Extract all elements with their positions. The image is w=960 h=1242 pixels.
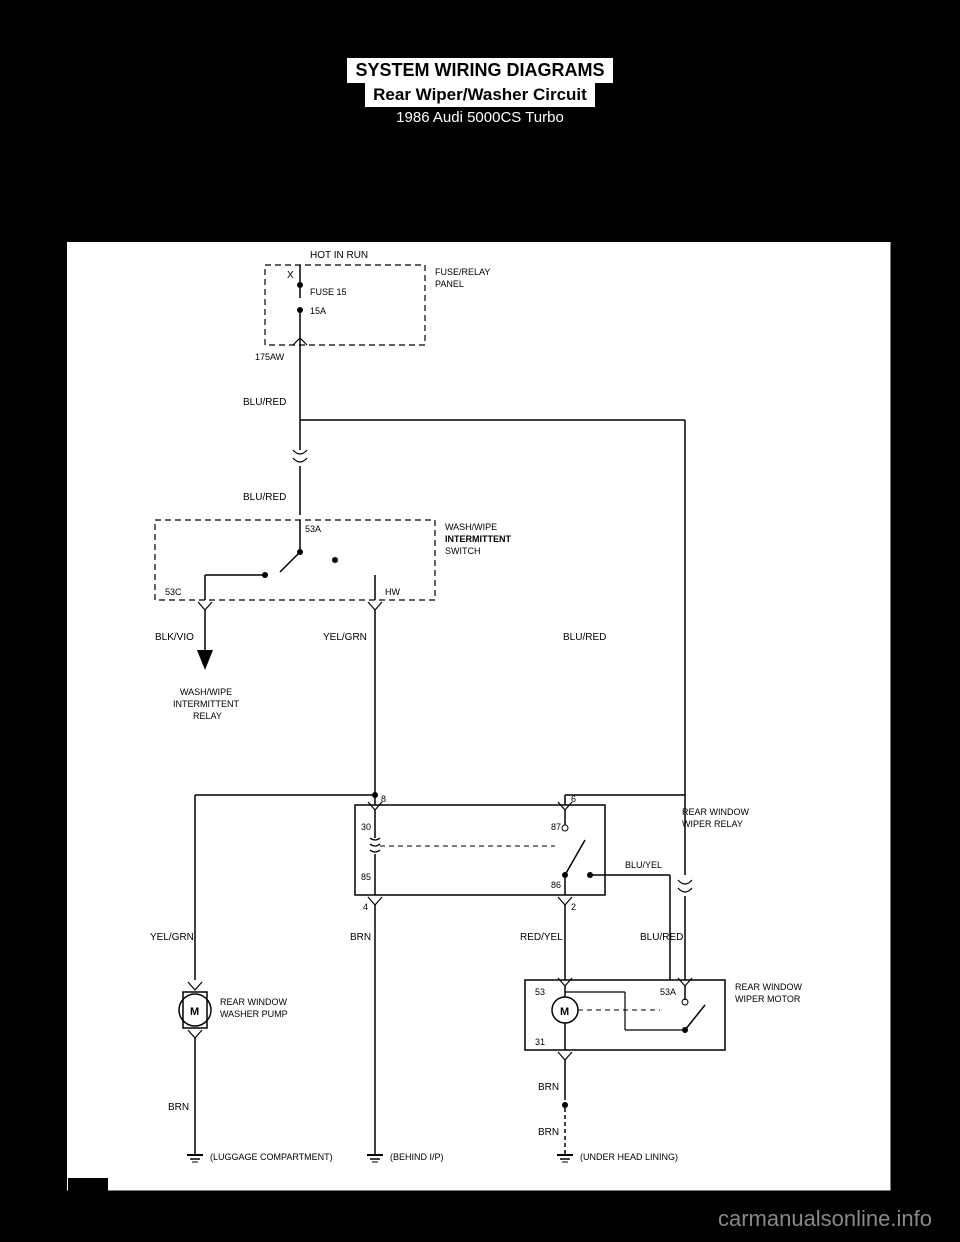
blu-red-1: BLU/RED	[243, 397, 286, 408]
p2: 2	[571, 902, 576, 912]
brn-2: BRN	[168, 1102, 189, 1113]
motor-m: M	[560, 1006, 569, 1018]
blk-vio: BLK/VIO	[155, 632, 194, 643]
intermittent-sw: INTERMITTENT	[445, 534, 511, 544]
t53a-m: 53A	[660, 987, 676, 997]
t31: 31	[535, 1037, 545, 1047]
fig-num: 76170	[73, 1181, 98, 1191]
ww-relay-3: RELAY	[193, 711, 222, 721]
p87: 87	[551, 822, 561, 832]
p8: 8	[381, 794, 386, 804]
switch-label: SWITCH	[445, 546, 481, 556]
fuse15-label: FUSE 15	[310, 287, 347, 297]
p86: 86	[551, 880, 561, 890]
brn-3: BRN	[538, 1082, 559, 1093]
behind-ip-label: (BEHIND I/P)	[390, 1152, 444, 1162]
wash-wipe-sw: WASH/WIPE	[445, 522, 497, 532]
hw: HW	[385, 587, 400, 597]
blu-red-2: BLU/RED	[243, 492, 286, 503]
title-line-1: SYSTEM WIRING DIAGRAMS	[347, 58, 612, 83]
washer-m: M	[190, 1006, 199, 1018]
ww-relay-1: WASH/WIPE	[180, 687, 232, 697]
blu-red-4: BLU/RED	[640, 932, 683, 943]
red-yel: RED/YEL	[520, 932, 563, 943]
hot-in-run-label: HOT IN RUN	[310, 250, 368, 261]
p4: 4	[363, 902, 368, 912]
luggage-label: (LUGGAGE COMPARTMENT)	[210, 1152, 333, 1162]
c175aw-label: 175AW	[255, 352, 285, 362]
rw-motor-2: WIPER MOTOR	[735, 994, 801, 1004]
p85: 85	[361, 872, 371, 882]
blu-yel: BLU/YEL	[625, 860, 662, 870]
fuse-relay-label: FUSE/RELAY	[435, 267, 490, 277]
wiring-diagram: HOT IN RUN FUSE/RELAY PANEL X FUSE 15 15…	[65, 240, 895, 1195]
t53c: 53C	[165, 587, 182, 597]
blu-red-3: BLU/RED	[563, 632, 606, 643]
subtitle: 1986 Audi 5000CS Turbo	[0, 109, 960, 126]
header: SYSTEM WIRING DIAGRAMS Rear Wiper/Washer…	[0, 0, 960, 202]
t53: 53	[535, 987, 545, 997]
ww-relay-2: INTERMITTENT	[173, 699, 239, 709]
panel-label: PANEL	[435, 279, 464, 289]
under-head-label: (UNDER HEAD LINING)	[580, 1152, 678, 1162]
p6: 6	[571, 794, 576, 804]
title-line-2: Rear Wiper/Washer Circuit	[365, 83, 595, 107]
rw-washer-1: REAR WINDOW	[220, 997, 288, 1007]
t53a-sw: 53A	[305, 524, 321, 534]
rw-washer-2: WASHER PUMP	[220, 1009, 288, 1019]
header-black-box	[160, 132, 800, 202]
rw-motor-1: REAR WINDOW	[735, 982, 803, 992]
x-label: X	[287, 270, 294, 281]
brn-1: BRN	[350, 932, 371, 943]
rw-relay-1: REAR WINDOW	[682, 807, 750, 817]
yel-grn-2: YEL/GRN	[150, 932, 194, 943]
watermark: carmanualsonline.info	[718, 1206, 932, 1232]
p30: 30	[361, 822, 371, 832]
yel-grn-1: YEL/GRN	[323, 632, 367, 643]
fuse-amp-label: 15A	[310, 306, 326, 316]
brn-4: BRN	[538, 1127, 559, 1138]
rw-relay-2: WIPER RELAY	[682, 819, 743, 829]
